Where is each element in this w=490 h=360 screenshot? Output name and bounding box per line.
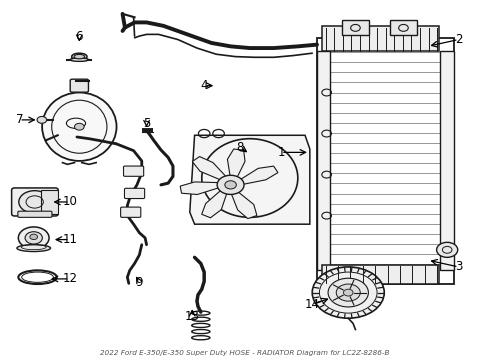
FancyBboxPatch shape <box>41 190 58 213</box>
Circle shape <box>437 242 458 257</box>
Ellipse shape <box>42 93 117 161</box>
Text: 3: 3 <box>455 260 463 274</box>
Text: 4: 4 <box>200 79 208 92</box>
Text: 6: 6 <box>75 30 83 42</box>
Circle shape <box>336 284 360 301</box>
Ellipse shape <box>72 53 87 60</box>
Text: 11: 11 <box>62 233 77 246</box>
Text: 14: 14 <box>305 298 320 311</box>
FancyBboxPatch shape <box>70 79 89 92</box>
Text: 2: 2 <box>455 33 463 46</box>
Circle shape <box>18 227 49 249</box>
Circle shape <box>312 267 384 318</box>
FancyBboxPatch shape <box>124 188 145 199</box>
Text: 5: 5 <box>143 117 150 130</box>
Polygon shape <box>441 51 454 270</box>
Ellipse shape <box>70 58 89 62</box>
Text: 7: 7 <box>16 113 23 126</box>
Polygon shape <box>202 190 227 218</box>
Polygon shape <box>227 149 245 177</box>
Polygon shape <box>231 192 257 219</box>
Circle shape <box>25 232 42 244</box>
Text: 1: 1 <box>277 146 285 159</box>
Circle shape <box>225 181 236 189</box>
FancyBboxPatch shape <box>390 21 417 35</box>
FancyBboxPatch shape <box>18 211 52 217</box>
Ellipse shape <box>74 54 85 59</box>
FancyBboxPatch shape <box>121 207 141 217</box>
Polygon shape <box>322 265 440 284</box>
Text: 2022 Ford E-350/E-350 Super Duty HOSE - RADIATOR Diagram for LC2Z-8286-B: 2022 Ford E-350/E-350 Super Duty HOSE - … <box>100 350 390 356</box>
Polygon shape <box>190 135 310 224</box>
Circle shape <box>30 234 38 240</box>
Circle shape <box>217 175 244 194</box>
Polygon shape <box>192 157 226 180</box>
Text: 13: 13 <box>185 310 199 323</box>
Text: 12: 12 <box>62 273 77 285</box>
Circle shape <box>343 289 353 296</box>
Polygon shape <box>317 51 330 270</box>
FancyBboxPatch shape <box>123 166 144 176</box>
Circle shape <box>328 278 368 307</box>
Text: 8: 8 <box>237 141 244 154</box>
FancyBboxPatch shape <box>342 21 369 35</box>
Ellipse shape <box>17 245 50 252</box>
Polygon shape <box>240 166 278 184</box>
Circle shape <box>37 117 47 123</box>
Circle shape <box>74 123 84 130</box>
FancyBboxPatch shape <box>12 188 58 216</box>
Text: 9: 9 <box>136 276 143 289</box>
Text: 10: 10 <box>62 195 77 208</box>
Circle shape <box>19 191 50 213</box>
Polygon shape <box>180 182 219 194</box>
Polygon shape <box>322 26 440 51</box>
